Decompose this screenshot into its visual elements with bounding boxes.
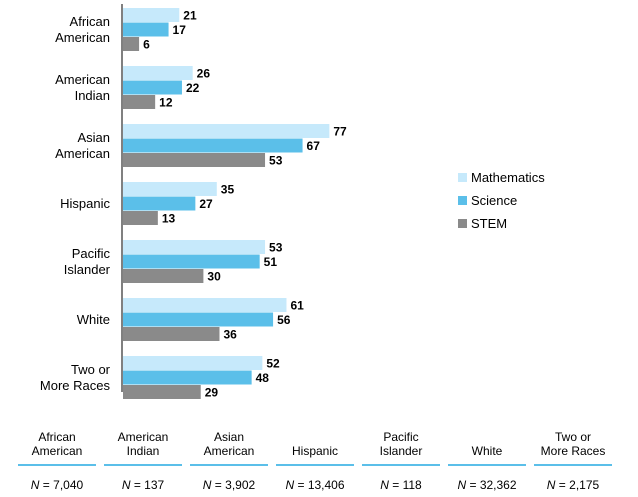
category-label: More Races: [40, 378, 111, 393]
table-header: African American: [31, 430, 83, 458]
sample-size-value: N = 13,406: [285, 478, 345, 492]
data-label: 67: [307, 139, 321, 153]
table-rule: [362, 464, 440, 466]
data-label: 30: [207, 270, 221, 284]
category-label: American: [55, 146, 110, 161]
table-rule: [534, 464, 612, 466]
sample-size-value: N = 118: [380, 478, 422, 492]
sample-size-value: N = 7,040: [30, 478, 84, 492]
legend-label-science: Science: [471, 193, 518, 208]
legend-swatch-stem: [458, 219, 467, 228]
sample-size-value: N = 2,175: [546, 478, 600, 492]
legend-label-mathematics: Mathematics: [471, 170, 545, 185]
category-label: Islander: [64, 262, 111, 277]
bar-science: [123, 80, 182, 95]
table-header: Two or More Races: [540, 430, 606, 458]
sample-size-value: N = 137: [121, 478, 165, 492]
bar-stem: [123, 327, 220, 341]
category-label: Indian: [75, 88, 110, 103]
legend-swatch-mathematics: [458, 173, 467, 182]
table-rule: [276, 464, 354, 466]
data-label: 52: [266, 357, 280, 371]
data-label: 53: [269, 241, 283, 255]
bar-science: [123, 138, 303, 153]
bar-chart: AfricanAmerican21176AmericanIndian262212…: [40, 4, 347, 400]
data-label: 26: [197, 67, 211, 81]
table-column: Asian American: [186, 428, 272, 458]
data-label: 21: [183, 9, 197, 23]
bar-mathematics: [123, 8, 180, 22]
category-label: African: [70, 14, 110, 29]
data-label: 53: [269, 154, 283, 168]
bar-science: [123, 312, 274, 327]
category-label: American: [55, 30, 110, 45]
data-label: 22: [186, 81, 200, 95]
bar-stem: [123, 153, 266, 167]
table-rule: [18, 464, 96, 466]
bar-mathematics: [123, 356, 263, 370]
bar-stem: [123, 385, 201, 399]
table-column: American Indian: [100, 428, 186, 458]
data-label: 48: [256, 371, 270, 385]
legend-item-science: Science: [458, 189, 545, 212]
legend-label-stem: STEM: [471, 216, 508, 231]
data-label: 29: [205, 386, 219, 400]
table-rule: [104, 464, 182, 466]
data-label: 56: [277, 313, 291, 327]
bar-mathematics: [123, 124, 330, 138]
table-rule: [448, 464, 526, 466]
data-label: 35: [221, 183, 235, 197]
bar-mathematics: [123, 298, 287, 312]
category-label: White: [77, 312, 110, 327]
bar-science: [123, 254, 260, 269]
legend: Mathematics Science STEM: [458, 166, 545, 235]
category-label: Two or: [71, 362, 111, 377]
table-column: African American: [14, 428, 100, 458]
bar-science: [123, 196, 196, 211]
data-label: 17: [173, 23, 187, 37]
data-label: 12: [159, 96, 173, 110]
bar-science: [123, 22, 169, 37]
category-label: American: [55, 72, 110, 87]
bar-mathematics: [123, 240, 266, 254]
bar-stem: [123, 269, 204, 283]
table-column: Pacific Islander: [358, 428, 444, 458]
legend-item-stem: STEM: [458, 212, 545, 235]
bar-stem: [123, 95, 156, 109]
data-label: 27: [199, 197, 213, 211]
category-label: Asian: [77, 130, 110, 145]
table-header: Pacific Islander: [379, 430, 423, 458]
bar-stem: [123, 211, 158, 225]
category-label: Hispanic: [60, 196, 110, 211]
table-header: American Indian: [117, 430, 169, 458]
data-label: 6: [143, 38, 150, 52]
sample-size-value: N = 3,902: [202, 478, 256, 492]
table-column: White: [444, 428, 530, 458]
table-column: Hispanic: [272, 428, 358, 458]
table-header: White: [471, 444, 503, 458]
bar-stem: [123, 37, 140, 51]
legend-item-mathematics: Mathematics: [458, 166, 545, 189]
data-label: 36: [223, 328, 237, 342]
bar-mathematics: [123, 66, 193, 80]
table-header: Asian American: [203, 430, 255, 458]
data-label: 51: [264, 255, 278, 269]
legend-swatch-science: [458, 196, 467, 205]
table-column: Two or More Races: [530, 428, 616, 458]
sample-size-value: N = 32,362: [457, 478, 517, 492]
data-label: 61: [290, 299, 304, 313]
bar-science: [123, 370, 252, 385]
category-label: Pacific: [72, 246, 111, 261]
table-rule: [190, 464, 268, 466]
table-header: Hispanic: [291, 444, 339, 458]
data-label: 77: [333, 125, 347, 139]
bar-mathematics: [123, 182, 217, 196]
data-label: 13: [162, 212, 176, 226]
